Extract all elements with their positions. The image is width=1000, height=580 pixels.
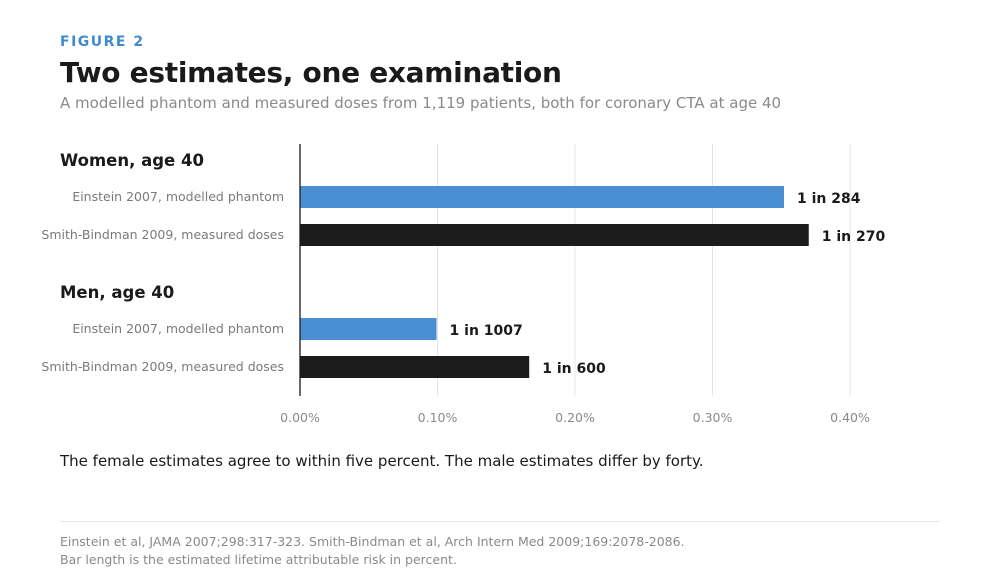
figure-eyebrow: FIGURE 2 <box>60 34 145 50</box>
bar-chart: 0.00% 0.10% 0.20% 0.30% 0.40% Women, age 40 Ei… <box>41 144 886 425</box>
bar-data-label: 1 in 600 <box>542 361 606 377</box>
bar-data-label: 1 in 284 <box>797 191 861 207</box>
bar-category-label: Smith-Bindman 2009, measured doses <box>41 359 284 374</box>
x-tick-label: 0.10% <box>418 410 458 425</box>
x-tick-label: 0.00% <box>280 410 320 425</box>
figure-title: Two estimates, one examination <box>60 56 562 89</box>
x-tick-label: 0.30% <box>693 410 733 425</box>
bar-category-label: Einstein 2007, modelled phantom <box>72 189 284 204</box>
divider <box>60 521 940 522</box>
x-tick-label: 0.40% <box>830 410 870 425</box>
source-notes: Einstein et al, JAMA 2007;298:317-323. S… <box>60 533 685 569</box>
bar-modelled <box>300 318 437 340</box>
bar-measured <box>300 356 530 378</box>
bar-data-label: 1 in 1007 <box>450 323 523 339</box>
figure-note: The female estimates agree to within fiv… <box>60 452 704 470</box>
bar-modelled <box>300 186 784 208</box>
source-method-note: Bar length is the estimated lifetime att… <box>60 552 457 567</box>
bar-category-label: Einstein 2007, modelled phantom <box>72 321 284 336</box>
bar-measured <box>300 224 809 246</box>
x-tick-label: 0.20% <box>555 410 595 425</box>
group-label: Women, age 40 <box>60 151 204 170</box>
bar-category-label: Smith-Bindman 2009, measured doses <box>41 227 284 242</box>
bar-data-label: 1 in 270 <box>822 229 886 245</box>
figure-subtitle: A modelled phantom and measured doses fr… <box>60 94 782 112</box>
group-label: Men, age 40 <box>60 283 174 302</box>
source-citation: Einstein et al, JAMA 2007;298:317-323. S… <box>60 534 685 549</box>
